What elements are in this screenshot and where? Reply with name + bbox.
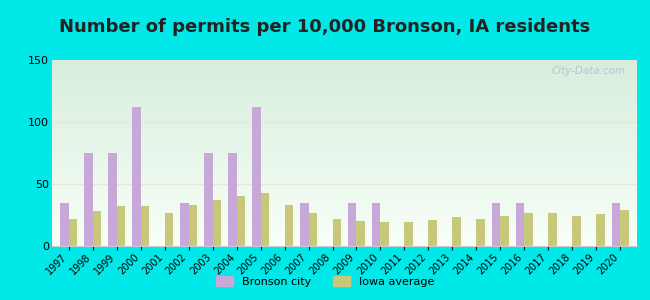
Bar	[252, 107, 261, 246]
Bar	[213, 200, 221, 246]
Bar	[372, 202, 380, 246]
Bar	[612, 202, 620, 246]
Bar	[476, 219, 485, 246]
Bar	[356, 221, 365, 246]
Text: City-Data.com: City-Data.com	[551, 66, 625, 76]
Bar	[261, 193, 269, 246]
Bar	[516, 202, 525, 246]
Bar	[572, 216, 580, 246]
Bar	[109, 153, 117, 246]
Bar	[84, 153, 93, 246]
Bar	[404, 222, 413, 246]
Bar	[237, 196, 245, 246]
Bar	[525, 212, 533, 246]
Bar	[140, 206, 149, 246]
Bar	[428, 220, 437, 246]
Bar	[60, 202, 69, 246]
Bar	[180, 202, 188, 246]
Bar	[69, 219, 77, 246]
Bar	[348, 202, 356, 246]
Bar	[549, 212, 556, 246]
Bar	[117, 206, 125, 246]
Bar	[452, 218, 461, 246]
Bar	[93, 211, 101, 246]
Text: Number of permits per 10,000 Bronson, IA residents: Number of permits per 10,000 Bronson, IA…	[59, 18, 591, 36]
Bar	[333, 219, 341, 246]
Bar	[285, 205, 293, 246]
Bar	[500, 216, 509, 246]
Bar	[188, 205, 197, 246]
Bar	[309, 212, 317, 246]
Bar	[204, 153, 213, 246]
Bar	[492, 202, 500, 246]
Bar	[228, 153, 237, 246]
Legend: Bronson city, Iowa average: Bronson city, Iowa average	[212, 272, 438, 291]
Bar	[380, 222, 389, 246]
Bar	[620, 210, 629, 246]
Bar	[596, 214, 605, 246]
Bar	[133, 107, 140, 246]
Bar	[300, 202, 309, 246]
Bar	[164, 212, 173, 246]
